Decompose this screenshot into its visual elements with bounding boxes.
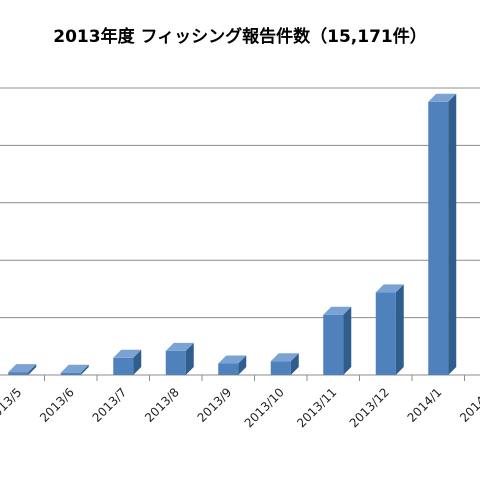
bar-side	[133, 349, 142, 375]
x-tick-label: 2013/10	[242, 385, 287, 430]
bar-side	[80, 364, 89, 375]
bar	[375, 284, 404, 375]
bar	[165, 342, 194, 375]
bar-top	[8, 364, 37, 373]
bar-top	[375, 284, 404, 293]
bar-front	[8, 372, 29, 375]
bar-front	[165, 350, 186, 375]
bar-front	[270, 361, 291, 375]
bar-top	[428, 93, 457, 102]
bar-side	[185, 342, 194, 375]
bar-top	[60, 364, 89, 373]
bar-top	[270, 353, 299, 362]
bar-side	[28, 364, 37, 375]
bar-front	[60, 372, 81, 375]
bar-top	[323, 306, 352, 315]
x-tick-label: 2013/8	[142, 385, 182, 425]
x-tick-label: 2013/12	[347, 385, 392, 430]
bar-front	[113, 357, 134, 375]
bar-front	[375, 292, 396, 375]
x-tick-label: 2013/7	[90, 385, 130, 425]
x-tick-label: 2013/5	[0, 385, 24, 425]
bar	[218, 355, 247, 375]
bar-front	[428, 101, 449, 375]
x-tick-label: 2013/9	[195, 385, 235, 425]
bar	[270, 353, 299, 375]
bar	[323, 306, 352, 375]
x-tick-label: 2014/2	[457, 385, 480, 425]
bar-top	[113, 349, 142, 358]
bar-front	[218, 363, 239, 375]
bar-top	[218, 355, 247, 364]
bar	[113, 349, 142, 375]
bar	[428, 93, 457, 375]
bar-side	[290, 353, 299, 375]
bar-side	[343, 306, 352, 375]
x-tick-label: 2014/1	[405, 385, 445, 425]
bar-side	[395, 284, 404, 375]
chart-title: 2013年度 フィッシング報告件数（15,171件）	[53, 27, 427, 47]
bar	[60, 364, 89, 375]
bar-side	[238, 355, 247, 375]
bar-front	[323, 314, 344, 375]
x-tick-label: 2013/11	[294, 385, 339, 430]
bar-side	[448, 93, 457, 375]
bar-top	[165, 342, 194, 351]
x-tick-label: 2013/6	[37, 385, 77, 425]
bar	[8, 364, 37, 375]
